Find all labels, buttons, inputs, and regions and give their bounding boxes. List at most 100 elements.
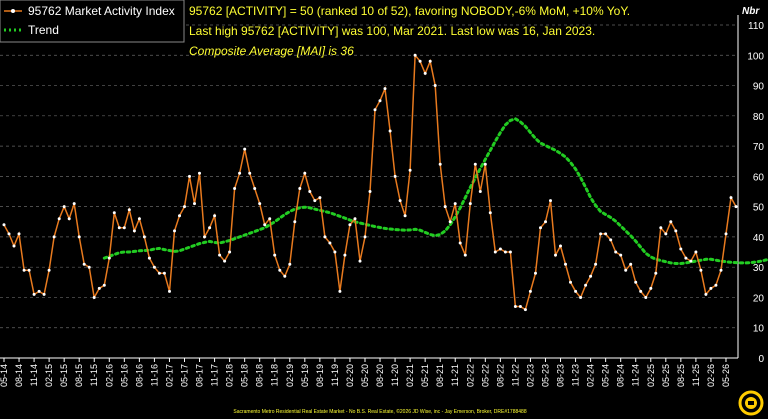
data-point-activity: [308, 190, 312, 193]
data-point-activity: [503, 250, 507, 254]
data-point-activity: [32, 292, 36, 296]
data-point-activity: [213, 214, 217, 218]
data-point-activity: [283, 274, 287, 278]
data-point-activity: [669, 220, 673, 224]
data-point-activity: [734, 205, 738, 209]
x-tick-label: 05-16: [119, 364, 129, 387]
data-point-activity: [132, 229, 136, 233]
data-point-activity: [564, 262, 567, 266]
data-point-activity: [193, 202, 196, 206]
data-point-activity: [483, 162, 487, 166]
chart-footer: Sacramento Metro Residential Real Estate…: [233, 408, 526, 415]
x-tick-label: 02-24: [586, 364, 596, 387]
data-point-activity: [348, 223, 352, 227]
data-point-activity: [323, 235, 327, 239]
data-point-activity: [554, 253, 557, 257]
x-tick-label: 08-18: [255, 364, 265, 387]
data-point-activity: [333, 250, 337, 254]
legend-label-activity: 95762 Market Activity Index: [28, 4, 175, 18]
data-point-activity: [273, 253, 277, 257]
data-point-activity: [238, 171, 242, 175]
x-tick-label: 08-25: [676, 364, 686, 387]
data-point-activity: [353, 217, 357, 221]
x-tick-label: 02-21: [405, 364, 415, 387]
data-point-activity: [183, 205, 186, 209]
data-point-activity: [152, 265, 156, 269]
x-tick-label: 05-25: [661, 364, 671, 387]
annotation-high-low: Last high 95762 [ACTIVITY] was 100, Mar …: [189, 24, 595, 38]
x-tick-label: 05-18: [240, 364, 250, 387]
x-tick-label: 05-23: [540, 364, 550, 387]
x-tick-label: 05-15: [59, 364, 69, 387]
y-tick-label: 0: [758, 354, 764, 365]
data-point-activity: [609, 238, 613, 242]
data-point-activity: [363, 235, 367, 239]
data-point-activity: [473, 162, 477, 166]
legend: 95762 Market Activity Index Trend: [0, 0, 185, 43]
data-point-activity: [173, 229, 176, 233]
data-point-activity: [589, 274, 593, 278]
x-tick-label: 11-22: [510, 364, 520, 386]
data-point-activity: [694, 250, 698, 254]
x-tick-label: 08-19: [315, 364, 325, 387]
y-axis-label: Nbr: [742, 6, 760, 17]
data-point-activity: [559, 244, 562, 248]
data-point-activity: [428, 59, 432, 63]
data-point-activity: [408, 168, 412, 172]
data-point-activity: [27, 268, 31, 272]
data-point-activity: [518, 305, 522, 308]
data-point-activity: [569, 280, 572, 284]
data-point-activity: [278, 268, 282, 272]
data-point-activity: [47, 268, 51, 272]
data-point-activity: [52, 235, 56, 239]
data-point-activity: [62, 205, 66, 209]
data-point-activity: [82, 262, 86, 266]
y-tick-label: 10: [753, 324, 765, 335]
data-point-activity: [393, 174, 397, 178]
data-point-activity: [704, 292, 708, 296]
data-point-activity: [383, 87, 387, 91]
data-point-activity: [513, 305, 517, 308]
y-tick-label: 70: [753, 142, 765, 153]
data-point-activity: [594, 262, 598, 266]
x-tick-label: 11-14: [29, 364, 39, 386]
data-point-activity: [574, 289, 578, 293]
data-point-activity: [203, 235, 206, 239]
data-point-activity: [258, 202, 262, 206]
data-point-activity: [604, 232, 608, 236]
data-point-activity: [448, 220, 452, 224]
data-point-activity: [368, 190, 372, 193]
data-point-activity: [373, 108, 377, 112]
x-tick-label: 11-19: [330, 364, 340, 386]
x-tick-label: 05-19: [300, 364, 310, 387]
data-point-activity: [679, 247, 683, 251]
x-tick-label: 05-14: [0, 364, 9, 387]
data-point-activity: [689, 259, 693, 263]
data-point-activity: [12, 244, 16, 248]
data-point-activity: [293, 220, 297, 224]
annotations: 95762 [ACTIVITY] = 50 (ranked 10 of 52),…: [189, 4, 630, 58]
data-point-activity: [102, 283, 106, 287]
data-point-activity: [42, 292, 46, 296]
data-point-activity: [644, 296, 648, 299]
x-tick-label: 02-19: [285, 364, 295, 387]
data-point-activity: [523, 308, 527, 312]
y-axis: 0 10 20 30 40 50 60 70 80 90 100 110: [0, 15, 764, 365]
data-point-activity: [112, 211, 116, 215]
x-tick-label: 08-16: [134, 364, 144, 387]
data-point-activity: [443, 205, 447, 209]
x-tick-label: 02-25: [646, 364, 656, 387]
data-point-activity: [664, 232, 668, 236]
data-point-activity: [137, 217, 141, 221]
x-tick-label: 02-18: [225, 364, 235, 387]
data-point-activity: [343, 253, 347, 257]
x-tick-label: 11-16: [149, 364, 159, 386]
data-point-activity: [634, 280, 638, 284]
data-point-activity: [298, 187, 302, 190]
data-point-activity: [453, 202, 457, 206]
x-tick-label: 05-24: [601, 364, 611, 387]
data-point-activity: [22, 268, 26, 272]
x-tick-label: 02-22: [465, 364, 475, 387]
